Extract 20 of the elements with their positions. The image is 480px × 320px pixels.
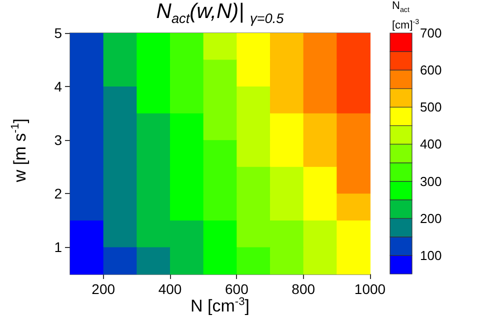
y-tick-label: 5 [54,25,62,41]
x-tick-label: 600 [224,281,249,297]
y-tick-label: 3 [54,132,62,148]
y-tick-label: 1 [54,239,62,256]
chart-title: N$_{act}$(w,N)| $_{γ=0.5}$ [156,0,284,26]
color-bar-label: 400 [420,136,442,152]
x-tick-label: 800 [292,281,316,297]
color-bar-label: 500 [420,100,442,115]
color-bar-label: 100 [420,248,442,263]
x-tick-label: 200 [92,281,116,297]
x-tick-label: 400 [158,281,182,297]
y-tick-label: 4 [54,78,62,95]
x-axis-title: N [cm$^{-3}$] [190,296,250,317]
color-bar-title: N$_{act}$ [cm]$^{-3}$ [392,0,420,32]
color-bar-label: 200 [420,210,442,226]
x-tick-label: 1000 [354,281,386,297]
color-bar-label: 700 [420,26,442,40]
y-tick-label: 2 [54,186,62,202]
color-bar-label: 600 [420,62,442,78]
color-bar-label: 300 [420,174,442,189]
